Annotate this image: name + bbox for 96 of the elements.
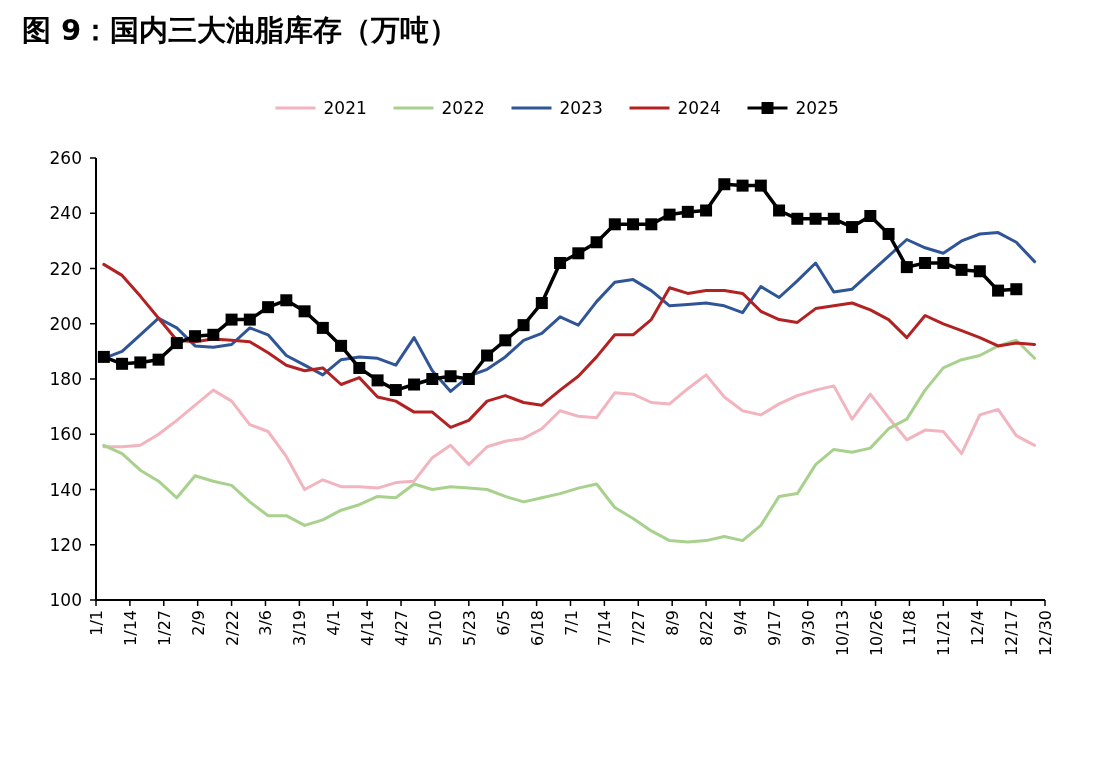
point [116,357,129,370]
x-tick-label: 3/19 [290,610,310,646]
y-tick-label: 180 [49,369,82,389]
point [900,261,913,274]
point [481,349,494,362]
point [170,337,183,350]
legend-label: 2024 [677,98,721,118]
point [371,374,384,387]
point [919,256,932,269]
x-tick-label: 4/14 [358,610,378,646]
point [535,297,548,310]
point [1010,283,1023,296]
x-tick-label: 2/9 [188,610,208,636]
point [462,373,475,385]
point [353,361,366,374]
point [645,218,658,231]
point [608,218,621,231]
point [262,301,275,314]
x-tick-label: 9/17 [764,610,784,646]
point [389,384,402,397]
x-tick-label: 11/21 [934,610,954,657]
point [444,370,457,383]
point [225,313,238,326]
point [937,256,950,269]
point [554,256,567,269]
point [973,265,986,278]
point [754,179,767,192]
x-tick-label: 9/4 [730,610,750,636]
y-tick-label: 140 [49,479,82,500]
legend-label: 2023 [559,98,603,118]
x-tick-label: 12/30 [1036,610,1055,657]
legend-label: 2025 [795,98,839,118]
x-tick-label: 10/26 [866,610,886,657]
x-tick-label: 10/13 [832,610,852,657]
x-tick-label: 7/14 [595,610,615,646]
point [955,263,968,276]
point [773,204,786,217]
x-tick-label: 8/9 [663,610,683,636]
point [882,227,895,240]
point [590,236,603,249]
point [499,334,512,347]
y-tick-label: 100 [49,590,82,610]
x-tick-label: 12/17 [1002,610,1022,657]
point [864,210,877,223]
x-tick-label: 1/1 [87,610,106,636]
plot: 100 120 140 160 180 200 220 240 260 1/1 1/14 1/27 2/9 2/22 3/6 3/19 4/1 4/14 4/27 5/10 5/23 6/5 6/18 7/1 7/14 7/27 8/9 8/22 9/4 9/17 9/30 10/13 10/26 11/8 11/21 12/4 12/17 12/30 [49,148,1055,657]
point [207,328,220,341]
x-tick-label: 4/1 [324,610,344,636]
point [97,350,110,363]
point [827,212,840,225]
point [189,330,202,343]
point [280,294,293,307]
y-tick-label: 200 [49,313,82,334]
point [992,284,1005,297]
point [316,321,329,334]
y-tick-label: 240 [49,203,82,224]
x-tick-label: 1/27 [154,610,174,646]
point [681,205,694,218]
point [243,313,256,326]
x-tick-label: 5/10 [425,610,445,646]
point [809,212,822,225]
y-tick-label: 160 [49,424,82,445]
chart-title: 图 9：国内三大油脂库存（万吨） [22,13,459,47]
x-tick-label: 4/27 [392,610,412,646]
x-tick-label: 2/22 [222,610,242,646]
point [718,178,731,191]
point [298,305,311,318]
x-tick-label: 7/1 [561,610,581,636]
legend-label: 2021 [323,98,367,118]
point [517,319,530,332]
point [134,356,147,369]
point [627,218,640,231]
legend-label: 2022 [441,98,485,118]
x-tick-label: 11/8 [900,610,920,646]
x-tick-label: 5/23 [459,610,479,646]
point [572,247,585,260]
y-tick-label: 260 [49,148,82,168]
y-tick-label: 220 [49,258,82,279]
x-tick-label: 7/27 [629,610,649,646]
point [426,373,439,385]
point [663,208,676,221]
point [335,339,348,352]
point [700,204,713,217]
point [408,378,421,391]
x-tick-label: 12/4 [968,610,988,646]
point [791,212,804,225]
x-tick-label: 6/5 [493,610,513,636]
x-tick-label: 1/14 [120,610,140,646]
x-tick-label: 3/6 [256,610,276,636]
x-tick-label: 6/18 [527,610,547,646]
x-tick-label: 8/22 [697,610,717,646]
point [736,179,749,192]
point [152,353,165,366]
y-tick-label: 120 [49,534,82,555]
point [846,221,859,234]
x-tick-label: 9/30 [798,610,818,646]
